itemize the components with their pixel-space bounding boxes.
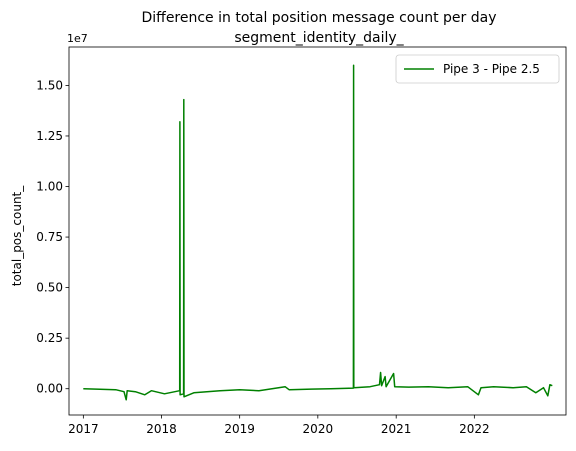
y-axis-offset-label: 1e7 xyxy=(67,32,88,45)
y-axis-ticks: 0.00 0.25 0.50 0.75 1.00 1.25 1.50 xyxy=(36,78,69,396)
x-tick-label: 2019 xyxy=(224,422,255,436)
chart-title: Difference in total position message cou… xyxy=(142,10,497,26)
y-tick-label: 0.00 xyxy=(36,382,63,396)
plot-frame xyxy=(68,46,567,416)
x-tick-label: 2017 xyxy=(68,422,99,436)
x-tick-label: 2021 xyxy=(381,422,412,436)
x-axis-ticks: 2017 2018 2019 2020 2021 2022 xyxy=(68,415,490,436)
x-tick-label: 2022 xyxy=(459,422,490,436)
y-tick-label: 1.25 xyxy=(36,129,63,143)
y-tick-label: 1.50 xyxy=(36,78,63,92)
y-tick-label: 0.75 xyxy=(36,230,63,244)
legend-box xyxy=(395,54,560,84)
series-line xyxy=(83,64,553,401)
y-tick-label: 1.00 xyxy=(36,180,63,194)
series-group xyxy=(83,64,553,401)
x-tick-label: 2020 xyxy=(303,422,334,436)
chart-subtitle: segment_identity_daily_ xyxy=(234,30,404,46)
y-tick-label: 0.25 xyxy=(36,331,63,345)
y-axis-label: total_pos_count_ xyxy=(10,185,24,287)
y-tick-label: 0.50 xyxy=(36,281,63,295)
legend: Pipe 3 - Pipe 2.5 xyxy=(395,54,560,84)
legend-label: Pipe 3 - Pipe 2.5 xyxy=(443,62,540,76)
x-tick-label: 2018 xyxy=(146,422,177,436)
